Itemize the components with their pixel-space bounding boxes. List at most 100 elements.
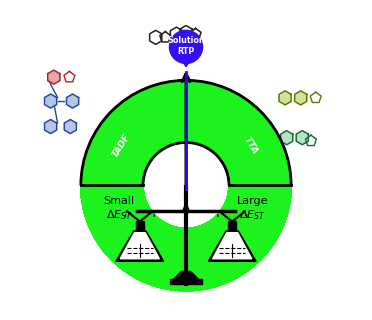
- Wedge shape: [81, 183, 143, 186]
- Wedge shape: [81, 80, 291, 291]
- Wedge shape: [81, 80, 291, 291]
- Wedge shape: [81, 80, 291, 291]
- Wedge shape: [89, 143, 147, 169]
- Wedge shape: [116, 106, 158, 153]
- Wedge shape: [81, 80, 291, 291]
- Wedge shape: [155, 84, 174, 144]
- Wedge shape: [85, 155, 145, 174]
- Polygon shape: [181, 59, 191, 67]
- Wedge shape: [83, 165, 144, 178]
- Circle shape: [169, 30, 203, 63]
- Wedge shape: [81, 80, 291, 291]
- Wedge shape: [84, 157, 145, 175]
- Polygon shape: [279, 91, 291, 105]
- Wedge shape: [81, 80, 291, 291]
- Wedge shape: [81, 80, 291, 291]
- Polygon shape: [173, 271, 199, 279]
- Wedge shape: [81, 80, 291, 291]
- Polygon shape: [213, 233, 252, 259]
- Wedge shape: [97, 127, 150, 162]
- Wedge shape: [81, 80, 291, 291]
- Polygon shape: [67, 94, 78, 108]
- Wedge shape: [81, 80, 291, 291]
- Wedge shape: [184, 80, 186, 142]
- Wedge shape: [81, 80, 291, 291]
- Wedge shape: [81, 80, 291, 291]
- Text: Solution
RTP: Solution RTP: [167, 36, 205, 56]
- Wedge shape: [81, 80, 291, 291]
- Wedge shape: [115, 107, 157, 154]
- Wedge shape: [87, 147, 146, 171]
- Wedge shape: [81, 80, 291, 291]
- Wedge shape: [81, 80, 291, 291]
- Wedge shape: [105, 117, 153, 158]
- Wedge shape: [182, 80, 185, 142]
- Wedge shape: [81, 80, 291, 291]
- Wedge shape: [81, 80, 291, 291]
- Polygon shape: [280, 131, 293, 145]
- Wedge shape: [146, 88, 170, 146]
- Wedge shape: [81, 80, 291, 291]
- Wedge shape: [128, 97, 163, 150]
- Wedge shape: [81, 80, 291, 291]
- Wedge shape: [142, 89, 169, 147]
- Wedge shape: [81, 80, 291, 291]
- Polygon shape: [170, 279, 202, 284]
- Wedge shape: [151, 85, 173, 145]
- Wedge shape: [81, 80, 291, 291]
- Wedge shape: [81, 80, 291, 291]
- Wedge shape: [144, 88, 170, 146]
- Wedge shape: [81, 80, 291, 291]
- Wedge shape: [81, 80, 291, 291]
- Wedge shape: [166, 82, 179, 143]
- Wedge shape: [124, 99, 161, 151]
- Wedge shape: [81, 80, 291, 291]
- Wedge shape: [90, 141, 147, 168]
- Wedge shape: [81, 80, 291, 291]
- Wedge shape: [81, 80, 291, 291]
- Polygon shape: [120, 233, 159, 259]
- Polygon shape: [228, 221, 236, 231]
- Wedge shape: [129, 96, 164, 149]
- Wedge shape: [174, 81, 182, 143]
- Wedge shape: [138, 91, 167, 147]
- Wedge shape: [140, 90, 168, 147]
- Wedge shape: [81, 80, 291, 291]
- Wedge shape: [88, 145, 146, 170]
- Wedge shape: [100, 124, 151, 161]
- Wedge shape: [180, 80, 184, 142]
- Wedge shape: [81, 80, 291, 291]
- Wedge shape: [81, 80, 291, 291]
- Wedge shape: [81, 80, 291, 291]
- Text: TTA: TTA: [241, 135, 259, 156]
- Wedge shape: [81, 80, 291, 291]
- Wedge shape: [81, 80, 291, 291]
- Wedge shape: [81, 80, 291, 291]
- Wedge shape: [163, 82, 177, 143]
- Wedge shape: [81, 177, 143, 183]
- Wedge shape: [81, 80, 291, 291]
- Wedge shape: [81, 80, 291, 291]
- Wedge shape: [81, 80, 291, 291]
- Wedge shape: [81, 80, 291, 291]
- Wedge shape: [81, 80, 291, 291]
- Polygon shape: [208, 231, 256, 261]
- Wedge shape: [103, 119, 153, 159]
- Wedge shape: [81, 80, 291, 291]
- Wedge shape: [81, 80, 291, 291]
- Wedge shape: [131, 95, 164, 149]
- Wedge shape: [81, 80, 291, 291]
- Wedge shape: [81, 80, 291, 291]
- Wedge shape: [135, 93, 166, 148]
- Wedge shape: [81, 80, 291, 291]
- Wedge shape: [81, 80, 291, 291]
- Wedge shape: [121, 102, 160, 152]
- Wedge shape: [119, 103, 159, 152]
- Wedge shape: [81, 80, 291, 291]
- Wedge shape: [81, 80, 291, 291]
- Wedge shape: [81, 80, 291, 291]
- Wedge shape: [81, 80, 291, 291]
- Wedge shape: [81, 80, 291, 291]
- Wedge shape: [81, 80, 291, 291]
- Wedge shape: [81, 80, 291, 291]
